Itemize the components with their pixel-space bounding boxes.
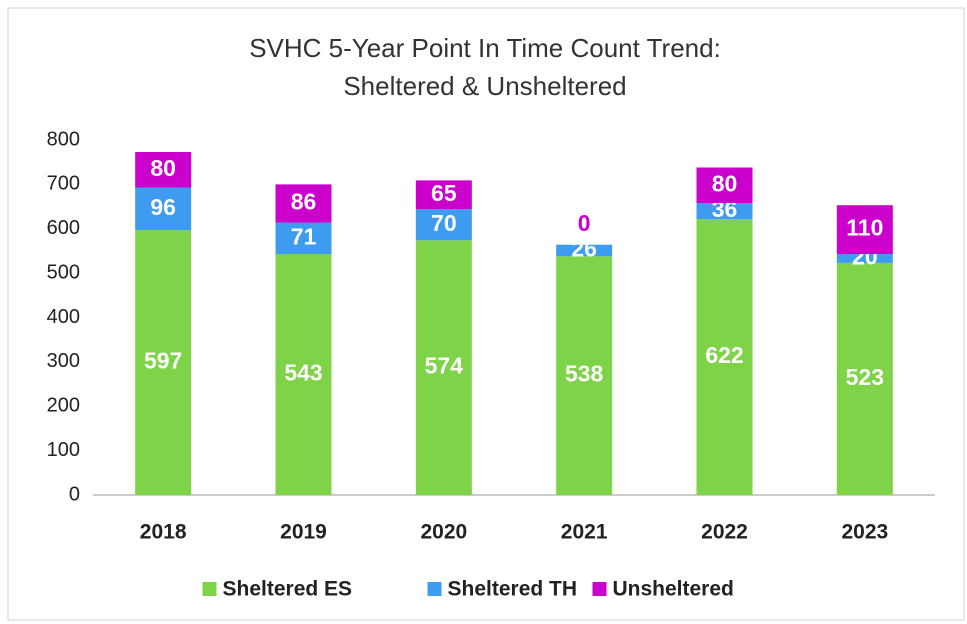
chart-title: SVHC 5-Year Point In Time Count Trend: [249, 33, 721, 63]
data-label: 597 [144, 348, 182, 374]
data-label: 80 [150, 155, 176, 181]
x-tick-label: 2023 [841, 521, 888, 544]
data-label: 80 [712, 170, 738, 196]
bar-segment [556, 256, 613, 495]
data-label: 65 [431, 180, 457, 206]
data-label: 71 [291, 223, 317, 249]
bar-segment [696, 218, 753, 496]
bar-segment [275, 184, 332, 223]
x-tick-label: 2021 [561, 521, 608, 544]
data-label: 523 [846, 364, 884, 390]
data-label: 574 [425, 353, 464, 379]
bar-segment [556, 244, 613, 257]
y-tick-label: 600 [47, 217, 80, 239]
legend-label: Sheltered TH [448, 578, 578, 601]
data-label: 70 [431, 210, 457, 236]
bar-segment [275, 254, 332, 495]
legend-swatch [592, 582, 607, 596]
x-tick-label: 2019 [280, 521, 327, 544]
data-label: 538 [565, 361, 604, 387]
y-tick-label: 400 [47, 306, 80, 328]
bar-segment [415, 240, 472, 495]
y-tick-label: 800 [47, 128, 80, 150]
bar-segment [836, 254, 893, 263]
data-label: 622 [705, 342, 743, 368]
y-tick-label: 500 [47, 261, 80, 283]
legend-label: Unsheltered [613, 578, 734, 601]
data-label: 543 [284, 360, 322, 386]
data-label: 26 [571, 236, 597, 262]
y-tick-label: 300 [47, 350, 80, 372]
x-tick-label: 2022 [701, 521, 748, 544]
bar-segment [135, 151, 192, 188]
bar-segment [415, 209, 472, 241]
bar-segment [696, 203, 753, 219]
data-label: 0 [578, 210, 591, 236]
y-tick-label: 200 [47, 395, 80, 417]
data-label: 110 [846, 215, 883, 241]
bar-segment [696, 167, 753, 204]
x-tick-label: 2020 [420, 521, 467, 544]
bar-segment [415, 180, 472, 210]
legend-label: Sheltered ES [223, 578, 353, 601]
bar-segment [836, 262, 893, 495]
y-tick-label: 0 [69, 483, 80, 505]
y-tick-label: 700 [47, 173, 80, 195]
legend-swatch [427, 582, 442, 596]
y-tick-label: 100 [47, 439, 80, 461]
bar-segment [135, 187, 192, 231]
chart-title: Sheltered & Unsheltered [343, 71, 626, 101]
bar-segment [275, 222, 332, 255]
bar-segment [836, 205, 893, 255]
x-tick-label: 2018 [140, 521, 187, 544]
data-label: 96 [150, 194, 176, 220]
data-label: 86 [291, 189, 317, 215]
bar-segment [135, 230, 192, 496]
legend-swatch [202, 582, 217, 596]
